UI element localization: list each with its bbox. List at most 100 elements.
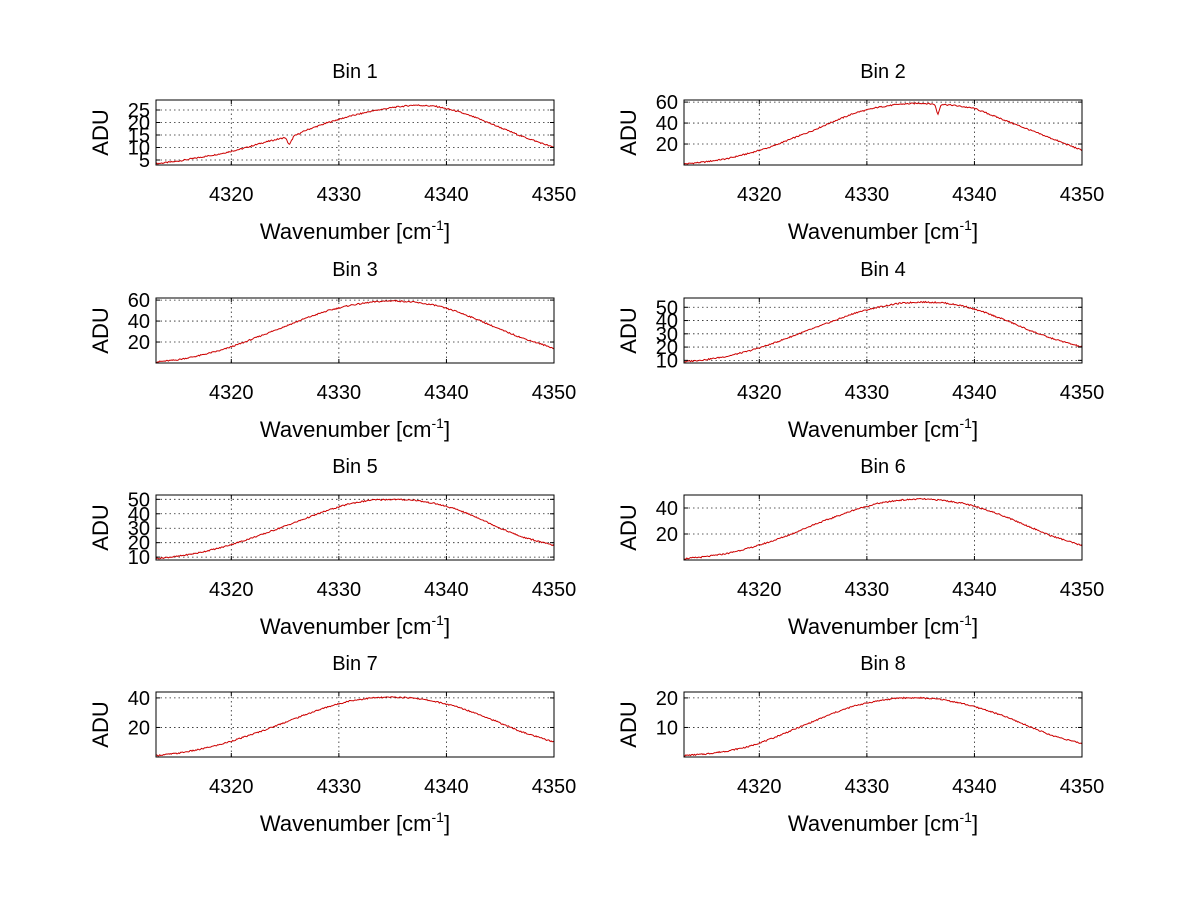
x-axis-label-text: Wavenumber [cm [260,614,432,639]
x-axis-label: Wavenumber [cm-1] [260,612,450,639]
x-tick-label: 4340 [424,184,469,206]
x-axis-label-suffix: ] [444,811,450,836]
y-tick-label: 5 [139,150,150,172]
y-tick-label: 60 [128,290,150,312]
chart-title: Bin 2 [860,61,906,83]
axes-box [683,494,1083,561]
y-tick-label: 20 [656,337,678,359]
y-axis-label: ADU [616,109,641,155]
y-tick-label: 60 [656,92,678,114]
y-tick-label: 15 [128,125,150,147]
x-axis-label-text: Wavenumber [cm [260,811,432,836]
y-axis-label: ADU [616,504,641,550]
y-tick-label: 20 [128,717,150,739]
x-tick-label: 4330 [845,382,890,404]
x-axis-label: Wavenumber [cm-1] [788,415,978,442]
x-tick-label: 4330 [317,382,362,404]
series-line-spectrum [684,696,1083,757]
chart-title: Bin 1 [332,61,378,83]
x-tick-label: 4330 [845,184,890,206]
x-tick-label: 4340 [424,776,469,798]
x-axis-label-superscript: -1 [960,809,973,825]
y-tick-label: 20 [128,332,150,354]
x-axis-label: Wavenumber [cm-1] [788,809,978,836]
x-tick-label: 4320 [737,776,782,798]
x-tick-label: 4350 [532,579,577,601]
series-line-spectrum [155,299,555,364]
x-tick-label: 4320 [737,579,782,601]
x-tick-label: 4320 [209,382,254,404]
x-tick-label: 4350 [1060,382,1105,404]
y-tick-label: 40 [128,311,150,333]
x-axis-label: Wavenumber [cm-1] [260,809,450,836]
x-tick-label: 4330 [317,579,362,601]
x-axis-label-superscript: -1 [432,217,445,233]
x-axis-label-text: Wavenumber [cm [788,219,960,244]
axes-box [683,297,1083,364]
y-tick-label: 20 [128,113,150,135]
x-tick-label: 4320 [209,776,254,798]
x-axis-label-suffix: ] [972,614,978,639]
x-axis-label: Wavenumber [cm-1] [260,217,450,244]
x-tick-label: 4330 [317,776,362,798]
y-axis-label: ADU [88,701,113,747]
y-tick-label: 10 [128,547,150,569]
x-axis-label-superscript: -1 [432,415,445,431]
x-axis-label-text: Wavenumber [cm [788,614,960,639]
chart-title: Bin 6 [860,456,906,478]
x-tick-label: 4350 [532,776,577,798]
series-line-spectrum [155,696,555,757]
x-tick-label: 4340 [952,382,997,404]
x-tick-label: 4340 [952,184,997,206]
x-tick-label: 4350 [1060,776,1105,798]
axes-box [155,691,555,758]
chart-title: Bin 3 [332,259,378,281]
y-axis-label: ADU [616,307,641,353]
series-line-spectrum [683,497,1083,560]
x-tick-label: 4350 [532,382,577,404]
y-tick-label: 50 [128,489,150,511]
y-axis-label: ADU [88,109,113,155]
y-tick-label: 30 [128,518,150,540]
x-axis-label-superscript: -1 [960,217,973,233]
axes-box [155,99,555,166]
x-axis-label: Wavenumber [cm-1] [788,217,978,244]
chart-title: Bin 4 [860,259,906,281]
series-line-spectrum [155,498,555,560]
x-tick-label: 4340 [952,776,997,798]
y-tick-label: 40 [656,113,678,135]
chart-title: Bin 8 [860,653,906,675]
x-axis-label: Wavenumber [cm-1] [788,612,978,639]
axes-box [683,99,1083,166]
y-axis-label: ADU [88,307,113,353]
y-tick-label: 40 [128,688,150,710]
x-axis-label-suffix: ] [972,417,978,442]
y-tick-label: 10 [656,717,678,739]
y-tick-label: 10 [656,350,678,372]
x-axis-label-text: Wavenumber [cm [788,417,960,442]
subplot-bin-6: 4320 4330 4340 4350 20 40 Bin 6 ADU Wavenumber [… [616,456,1104,639]
x-axis-label-text: Wavenumber [cm [260,219,432,244]
y-tick-label: 20 [656,134,678,156]
x-axis-label-suffix: ] [972,811,978,836]
y-tick-label: 20 [128,533,150,555]
x-tick-label: 4320 [209,579,254,601]
x-tick-label: 4340 [952,579,997,601]
x-tick-label: 4340 [424,382,469,404]
series-line-spectrum [155,104,555,165]
axes-box [683,691,1083,758]
axes-box [155,297,555,364]
x-axis-label-text: Wavenumber [cm [788,811,960,836]
series-line-spectrum [683,300,1083,363]
x-tick-label: 4330 [845,579,890,601]
x-axis-label: Wavenumber [cm-1] [260,415,450,442]
x-axis-label-suffix: ] [972,219,978,244]
y-tick-label: 40 [656,498,678,520]
axes-box [155,494,555,561]
y-tick-label: 10 [128,138,150,160]
